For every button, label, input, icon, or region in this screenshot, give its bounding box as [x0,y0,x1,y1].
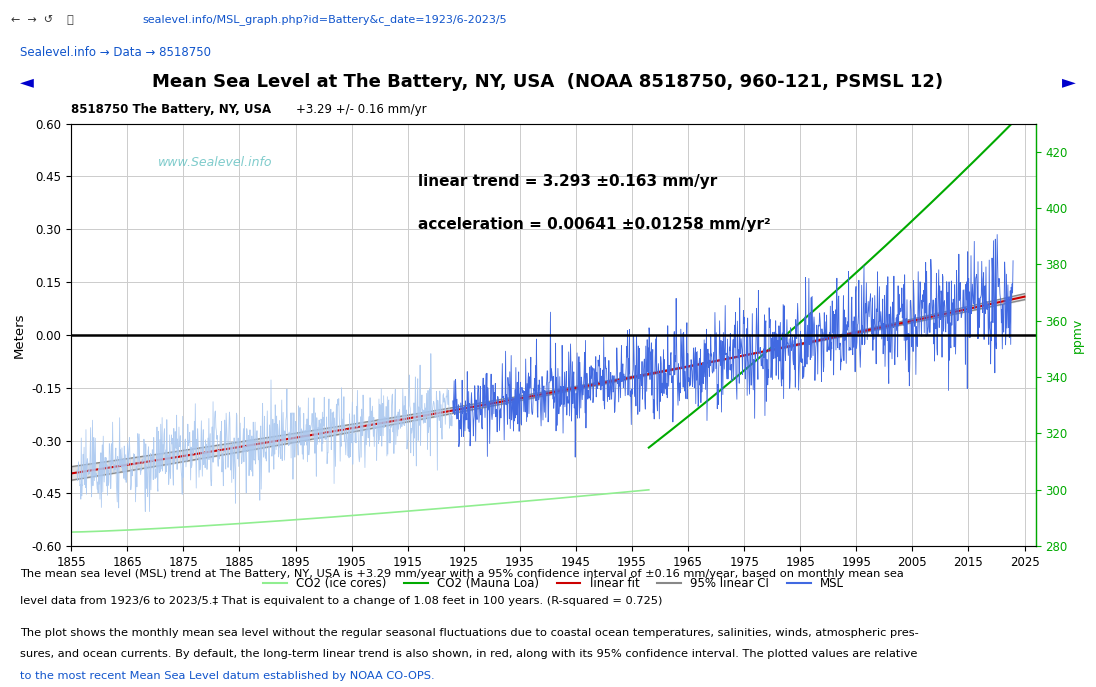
Text: The plot shows the monthly mean sea level without the regular seasonal fluctuati: The plot shows the monthly mean sea leve… [20,628,918,638]
Text: The mean sea level (MSL) trend at The Battery, NY, USA is +3.29 mm/year with a 9: The mean sea level (MSL) trend at The Ba… [20,569,903,579]
Text: level data from 1923/6 to 2023/5.‡ That is equivalent to a change of 1.08 feet i: level data from 1923/6 to 2023/5.‡ That … [20,596,662,606]
Y-axis label: Meters: Meters [12,312,25,358]
Text: Mean Sea Level at The Battery, NY, USA  (NOAA 8518750, 960-121, PSMSL 12): Mean Sea Level at The Battery, NY, USA (… [152,73,944,91]
Legend: CO2 (ice cores), CO2 (Mauna Loa), linear fit, 95% linear CI, MSL: CO2 (ice cores), CO2 (Mauna Loa), linear… [259,573,848,595]
Text: 8518750 The Battery, NY, USA: 8518750 The Battery, NY, USA [71,103,272,115]
Text: linear trend = 3.293 ±0.163 mm/yr: linear trend = 3.293 ±0.163 mm/yr [419,174,718,190]
Text: Sealevel.info → Data → 8518750: Sealevel.info → Data → 8518750 [20,46,210,58]
Text: sealevel.info/MSL_graph.php?id=Battery&c_date=1923/6-2023/5: sealevel.info/MSL_graph.php?id=Battery&c… [142,14,507,25]
Text: to the most recent Mean Sea Level datum established by NOAA CO-OPS.: to the most recent Mean Sea Level datum … [20,671,434,681]
Text: +3.29 +/- 0.16 mm/yr: +3.29 +/- 0.16 mm/yr [296,103,426,115]
Text: ◄: ◄ [20,73,34,91]
Text: acceleration = 0.00641 ±0.01258 mm/yr²: acceleration = 0.00641 ±0.01258 mm/yr² [419,216,772,232]
Text: sures, and ocean currents. By default, the long-term linear trend is also shown,: sures, and ocean currents. By default, t… [20,649,917,660]
Text: ←  →  ↺    🔒: ← → ↺ 🔒 [11,15,73,25]
Text: ►: ► [1062,73,1076,91]
Y-axis label: ppmv: ppmv [1071,317,1084,352]
Text: www.Sealevel.info: www.Sealevel.info [158,156,273,169]
